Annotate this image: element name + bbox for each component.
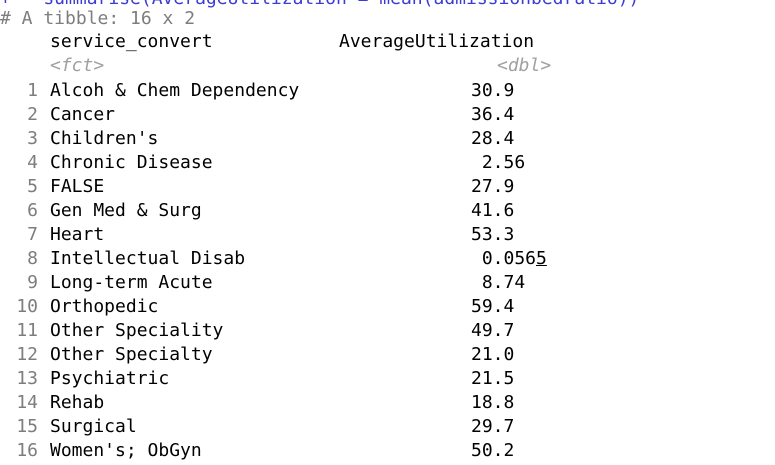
average-utilization-cell: 53.3: [471, 223, 514, 247]
average-utilization-value: 36.4: [471, 104, 515, 125]
row-number: 3: [27, 128, 38, 149]
service-convert-cell: Gen Med & Surg: [50, 200, 202, 221]
row-number: 4: [27, 152, 38, 173]
average-utilization-cell: 30.9: [471, 79, 514, 103]
column-type-dbl: <dbl>: [497, 55, 552, 76]
service-convert-cell: Psychiatric: [50, 368, 170, 389]
column-type-fct: <fct>: [50, 55, 105, 76]
row-number: 16: [16, 440, 38, 461]
service-convert-cell: Rehab: [50, 392, 105, 413]
tibble-header: # A tibble: 16 x 2: [0, 8, 196, 29]
average-utilization-value: 53.3: [471, 224, 515, 245]
average-utilization-value: 0.056: [471, 248, 537, 269]
row-number: 7: [27, 224, 38, 245]
row-number: 13: [16, 368, 38, 389]
row-number: 10: [16, 296, 38, 317]
service-convert-cell: FALSE: [50, 176, 105, 197]
average-utilization-value: 30.9: [471, 80, 515, 101]
average-utilization-value: 21.0: [471, 344, 515, 365]
row-number: 15: [16, 416, 38, 437]
service-convert-cell: Other Specialty: [50, 344, 213, 365]
average-utilization-cell: 0.0565: [471, 247, 547, 271]
column-header-service-convert: service_convert: [50, 31, 213, 52]
average-utilization-value: 21.5: [471, 368, 515, 389]
average-utilization-value: 18.8: [471, 392, 515, 413]
service-convert-cell: Women's; ObGyn: [50, 440, 202, 461]
row-number: 2: [27, 104, 38, 125]
average-utilization-cell: 18.8: [471, 391, 514, 415]
average-utilization-value: 27.9: [471, 176, 515, 197]
average-utilization-cell: 50.2: [471, 439, 514, 463]
average-utilization-value: 28.4: [471, 128, 515, 149]
average-utilization-value: 50.2: [471, 440, 515, 461]
average-utilization-cell: 49.7: [471, 319, 514, 343]
service-convert-cell: Intellectual Disab: [50, 248, 246, 269]
average-utilization-value: 29.7: [471, 416, 515, 437]
average-utilization-cell: 21.0: [471, 343, 514, 367]
average-utilization-value: 59.4: [471, 296, 515, 317]
average-utilization-value: 41.6: [471, 200, 515, 221]
service-convert-cell: Cancer: [50, 104, 116, 125]
service-convert-cell: Other Speciality: [50, 320, 224, 341]
cut-off-command-line: + summarise(AverageUtilization = mean(ad…: [0, 0, 639, 11]
average-utilization-value: 49.7: [471, 320, 515, 341]
significant-digit-underline: 5: [536, 248, 547, 269]
average-utilization-cell: 59.4: [471, 295, 514, 319]
row-number: 1: [27, 80, 38, 101]
average-utilization-cell: 8.74: [471, 271, 525, 295]
row-number: 6: [27, 200, 38, 221]
service-convert-cell: Chronic Disease: [50, 152, 213, 173]
average-utilization-cell: 27.9: [471, 175, 514, 199]
average-utilization-value: 8.74: [471, 272, 526, 293]
row-number: 11: [16, 320, 38, 341]
average-utilization-cell: 29.7: [471, 415, 514, 439]
row-number: 5: [27, 176, 38, 197]
average-utilization-value: 2.56: [471, 152, 526, 173]
average-utilization-cell: 21.5: [471, 367, 514, 391]
row-number: 12: [16, 344, 38, 365]
row-number: 8: [27, 248, 38, 269]
service-convert-cell: Heart: [50, 224, 105, 245]
row-number: 14: [16, 392, 38, 413]
row-number: 9: [27, 272, 38, 293]
service-convert-cell: Orthopedic: [50, 296, 159, 317]
service-convert-cell: Long-term Acute: [50, 272, 213, 293]
average-utilization-cell: 28.4: [471, 127, 514, 151]
average-utilization-cell: 2.56: [471, 151, 525, 175]
service-convert-cell: Alcoh & Chem Dependency: [50, 80, 300, 101]
average-utilization-cell: 41.6: [471, 199, 514, 223]
average-utilization-cell: 36.4: [471, 103, 514, 127]
service-convert-cell: Children's: [50, 128, 159, 149]
service-convert-cell: Surgical: [50, 416, 137, 437]
column-header-average-utilization: AverageUtilization: [339, 31, 535, 52]
